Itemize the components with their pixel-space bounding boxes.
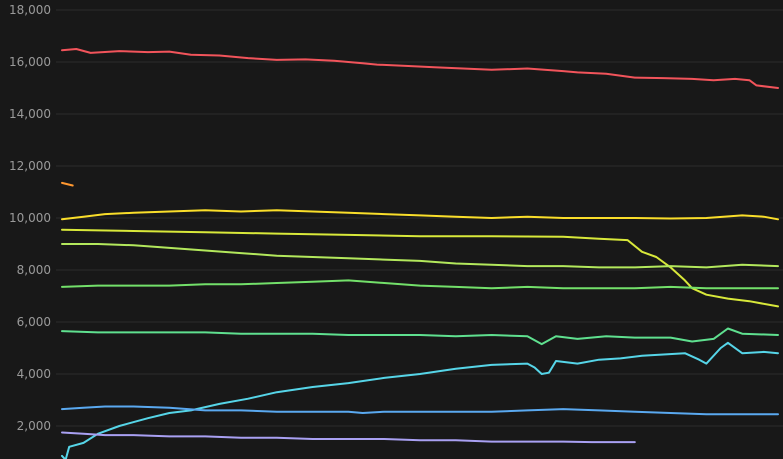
series-line-6 <box>61 279 779 290</box>
y-axis-ticks: 2,000 4,000 6,000 8,000 10,000 12,000 14,000 16… <box>9 3 51 433</box>
series-line-7 <box>61 327 779 346</box>
grid-lines <box>56 9 783 427</box>
series-lines <box>61 48 779 459</box>
y-tick-label: 6,000 <box>17 315 51 329</box>
series-line-4 <box>61 228 779 308</box>
y-tick-label: 18,000 <box>9 3 51 17</box>
series-line-3 <box>61 209 779 221</box>
series-line-5 <box>61 243 779 269</box>
series-line-10 <box>61 431 636 444</box>
y-tick-label: 12,000 <box>9 159 51 173</box>
y-tick-label: 10,000 <box>9 211 51 225</box>
series-line-1 <box>61 48 779 89</box>
series-line-9 <box>61 405 779 416</box>
y-tick-label: 16,000 <box>9 55 51 69</box>
series-line-8 <box>61 341 779 459</box>
y-tick-label: 8,000 <box>17 263 51 277</box>
y-tick-label: 2,000 <box>17 419 51 433</box>
y-tick-label: 14,000 <box>9 107 51 121</box>
y-tick-label: 4,000 <box>17 367 51 381</box>
series-line-2 <box>61 181 74 187</box>
